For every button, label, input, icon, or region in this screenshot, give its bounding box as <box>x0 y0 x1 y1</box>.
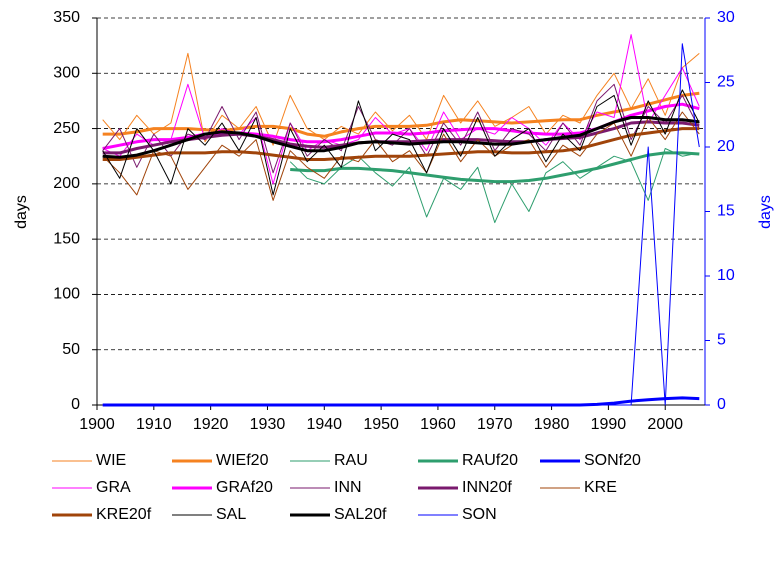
series-line <box>290 151 700 184</box>
y-tick-label: 250 <box>53 120 80 137</box>
x-tick-label: 1990 <box>591 416 627 433</box>
y-tick-label: 300 <box>53 65 80 82</box>
y2-tick-label: 25 <box>717 74 735 91</box>
legend-label: INN20f <box>462 479 512 496</box>
series-line <box>102 396 700 407</box>
y-tick-label: 50 <box>62 341 80 358</box>
legend-label: WIEf20 <box>216 452 269 469</box>
legend-label: SAL <box>216 506 246 523</box>
x-tick-label: 1910 <box>136 416 172 433</box>
legend-label: KRE <box>584 479 617 496</box>
y2-tick-label: 0 <box>717 396 726 413</box>
series-line <box>102 116 700 159</box>
legend-label: SON <box>462 506 497 523</box>
legend-label: KRE20f <box>96 506 152 523</box>
y2-axis-label: days <box>757 195 774 229</box>
y2-tick-label: 15 <box>717 203 735 220</box>
legend-label: GRAf20 <box>216 479 273 496</box>
legend-label: GRA <box>96 479 131 496</box>
y-tick-label: 200 <box>53 175 80 192</box>
series-line <box>102 52 700 146</box>
y-tick-label: 0 <box>71 396 80 413</box>
y-tick-label: 100 <box>53 286 80 303</box>
legend-label: WIE <box>96 452 126 469</box>
x-tick-label: 1940 <box>306 416 342 433</box>
x-tick-label: 1920 <box>193 416 229 433</box>
y2-tick-label: 10 <box>717 267 735 284</box>
series-line <box>102 89 700 196</box>
x-tick-label: 1950 <box>363 416 399 433</box>
x-tick-label: 1960 <box>420 416 456 433</box>
x-tick-label: 1900 <box>79 416 115 433</box>
y-axis-label: days <box>13 195 30 229</box>
x-tick-label: 2000 <box>647 416 683 433</box>
series-line <box>102 34 700 185</box>
legend-label: SAL20f <box>334 506 387 523</box>
legend-label: RAUf20 <box>462 452 518 469</box>
x-tick-label: 1980 <box>534 416 570 433</box>
legend-label: INN <box>334 479 362 496</box>
y-tick-label: 150 <box>53 230 80 247</box>
x-tick-label: 1930 <box>250 416 286 433</box>
y-tick-label: 350 <box>53 9 80 26</box>
y2-tick-label: 5 <box>717 332 726 349</box>
series-line <box>102 127 700 161</box>
series-line <box>102 43 700 406</box>
y2-tick-label: 20 <box>717 138 735 155</box>
legend-label: SONf20 <box>584 452 641 469</box>
y2-tick-label: 30 <box>717 9 735 26</box>
legend-label: RAU <box>334 452 368 469</box>
x-tick-label: 1970 <box>477 416 513 433</box>
